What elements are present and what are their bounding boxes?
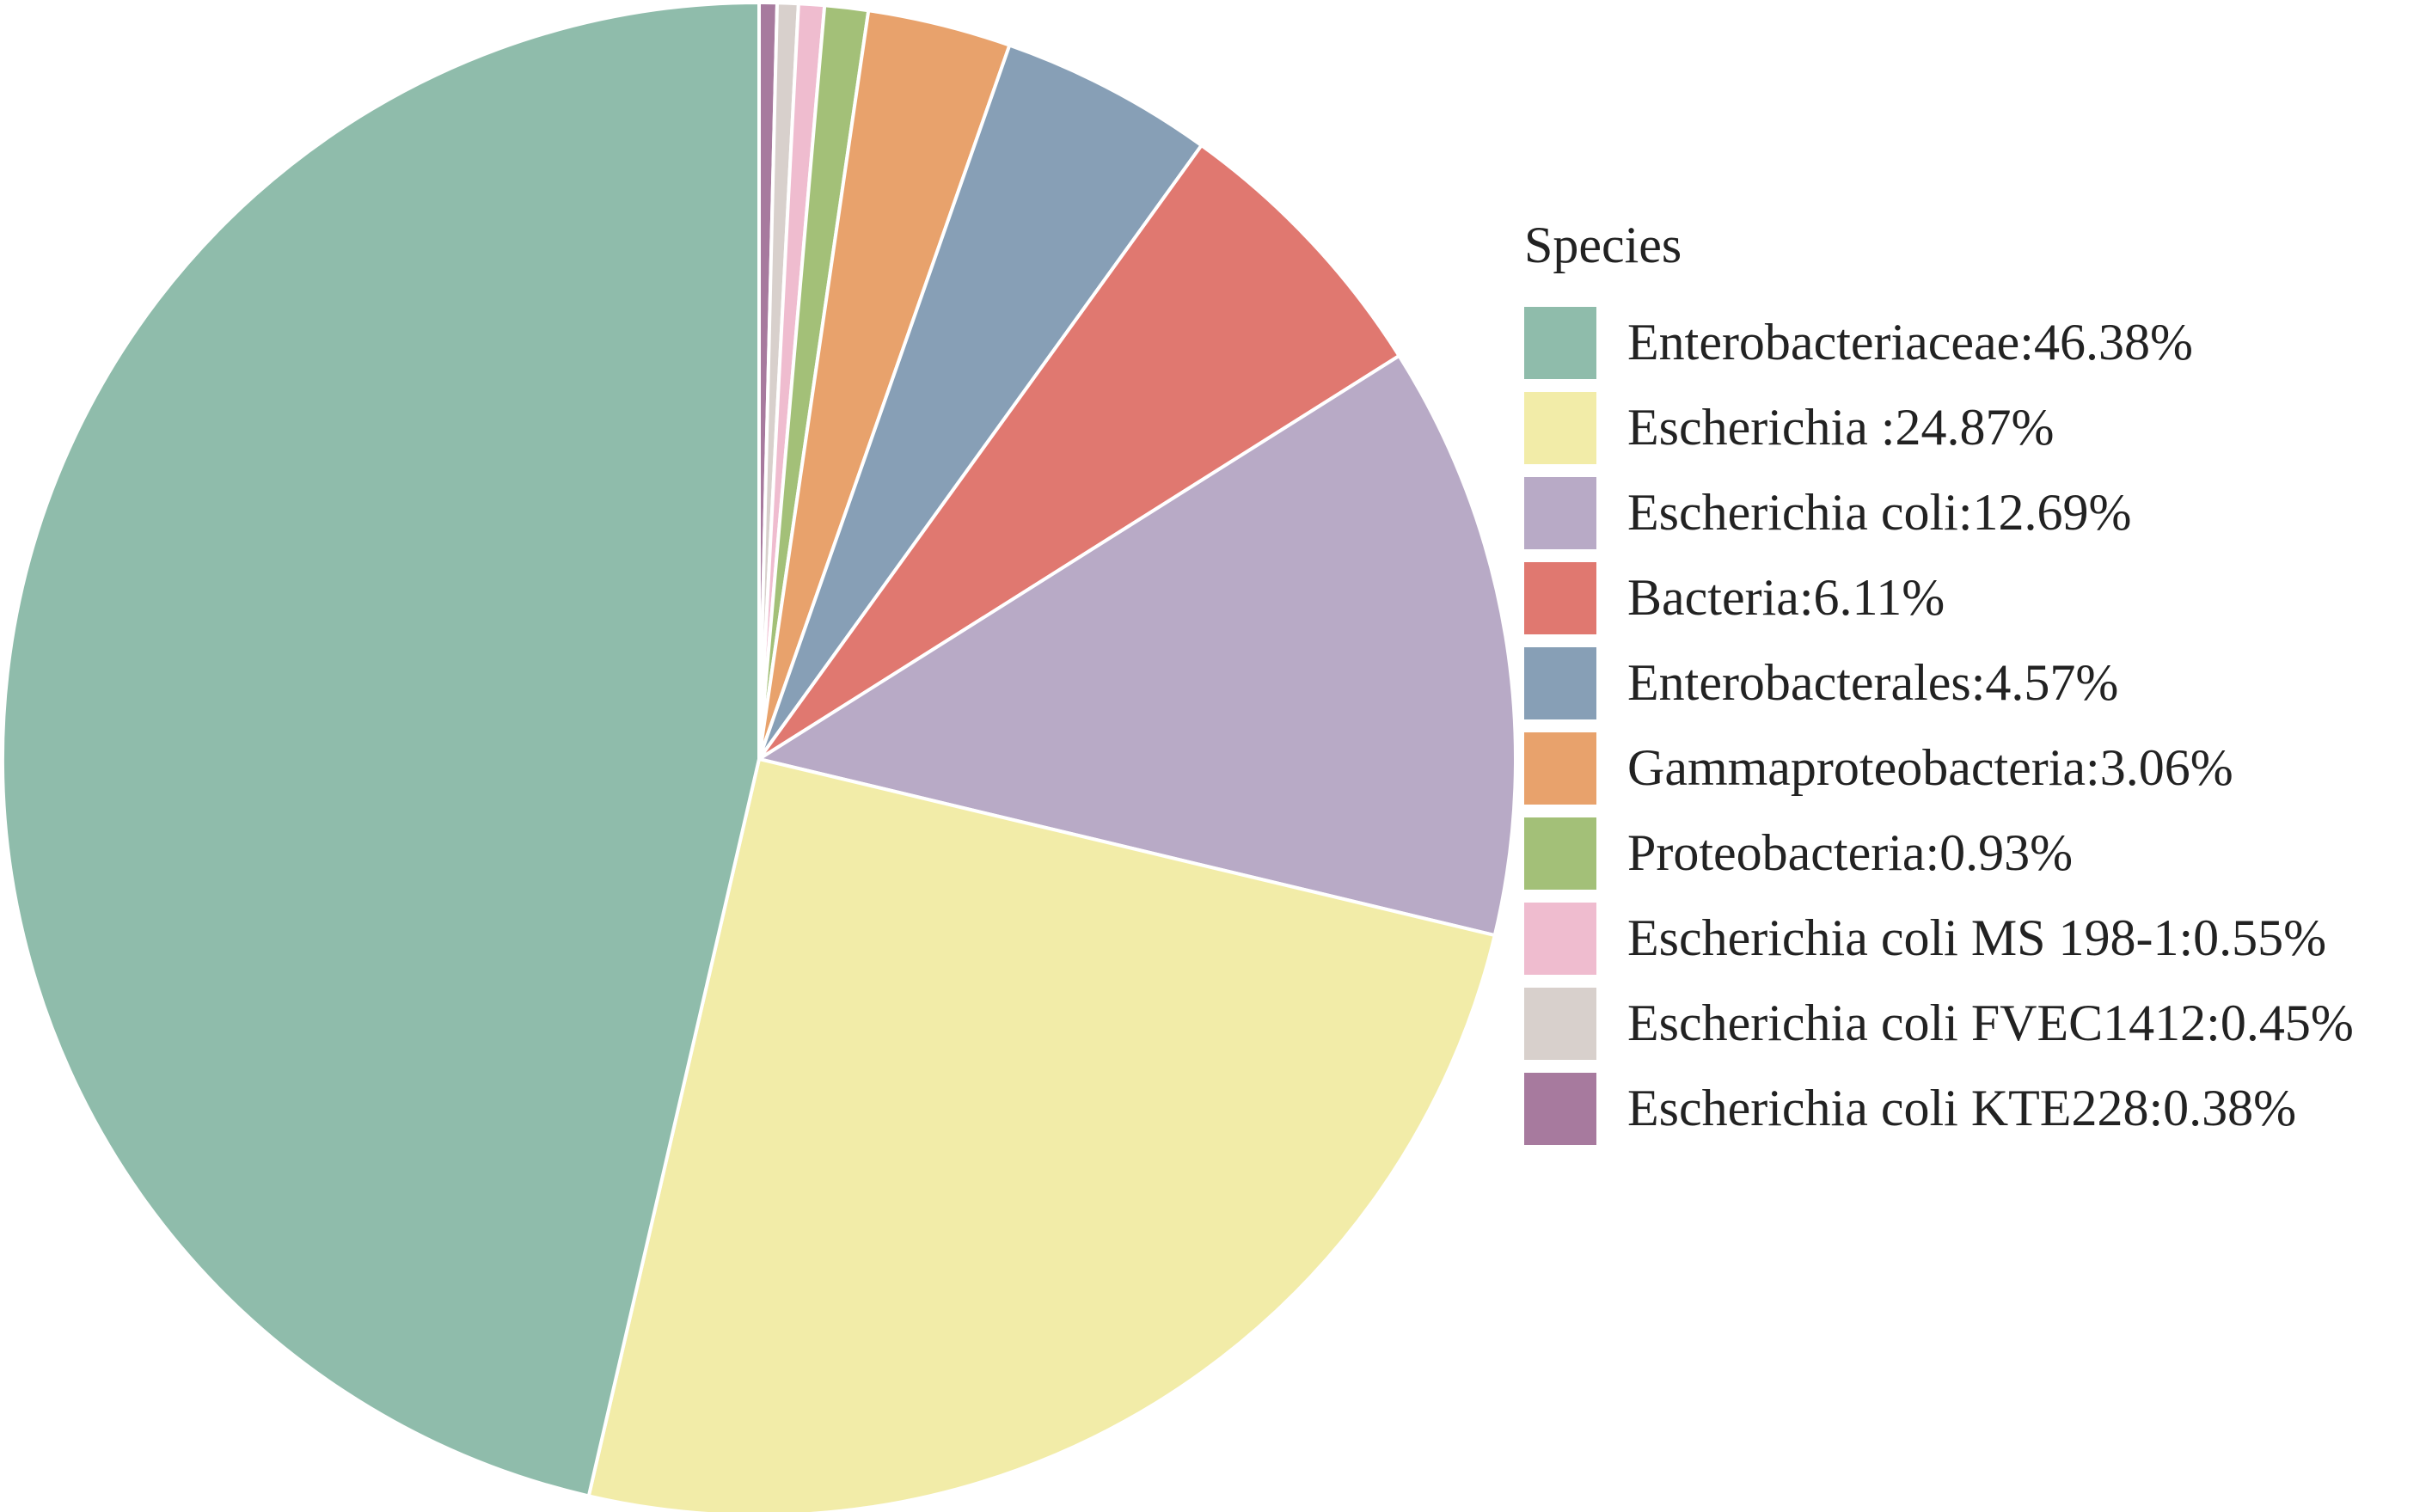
legend-label: Gammaproteobacteria:3.06% <box>1627 739 2233 796</box>
legend-swatch <box>1524 817 1596 890</box>
legend-label: Escherichia :24.87% <box>1627 399 2055 456</box>
legend-label: Escherichia coli:12.69% <box>1627 484 2132 541</box>
legend-item: Escherichia coli KTE228:0.38% <box>1524 1066 2354 1151</box>
legend-item: Proteobacteria:0.93% <box>1524 811 2354 896</box>
legend-item: Enterobacterales:4.57% <box>1524 640 2354 725</box>
legend-swatch <box>1524 1072 1596 1145</box>
legend-label: Enterobacterales:4.57% <box>1627 654 2119 711</box>
legend-item: Escherichia coli MS 198-1:0.55% <box>1524 896 2354 981</box>
legend-swatch <box>1524 902 1596 975</box>
legend-items: Enterobacteriaceae:46.38% Escherichia :24… <box>1524 300 2354 1151</box>
legend-item: Bacteria:6.11% <box>1524 555 2354 640</box>
legend-label: Escherichia coli FVEC1412:0.45% <box>1627 995 2354 1051</box>
pie-slices <box>1 0 1517 1512</box>
legend-label: Escherichia coli KTE228:0.38% <box>1627 1080 2297 1136</box>
pie-slice <box>757 143 1402 761</box>
legend-label: Proteobacteria:0.93% <box>1627 824 2074 881</box>
legend-label: Bacteria:6.11% <box>1627 569 1945 626</box>
legend-swatch <box>1524 561 1596 634</box>
legend-label: Enterobacteriaceae:46.38% <box>1627 314 2193 370</box>
legend-swatch <box>1524 732 1596 805</box>
pie-slice <box>754 353 1517 938</box>
legend-item: Enterobacteriaceae:46.38% <box>1524 300 2354 385</box>
legend-swatch <box>1524 476 1596 549</box>
legend-label: Escherichia coli MS 198-1:0.55% <box>1627 909 2327 966</box>
legend: Species Enterobacteriaceae:46.38% Escheri… <box>1524 215 2354 1151</box>
pie-slice <box>757 43 1204 761</box>
legend-swatch <box>1524 987 1596 1060</box>
pie-slice <box>586 756 1498 1512</box>
legend-swatch <box>1524 646 1596 719</box>
legend-item: Gammaproteobacteria:3.06% <box>1524 725 2354 811</box>
pie-slice <box>1 0 761 1498</box>
legend-swatch <box>1524 306 1596 379</box>
legend-item: Escherichia coli:12.69% <box>1524 470 2354 555</box>
legend-title: Species <box>1524 217 1682 273</box>
legend-item: Escherichia coli FVEC1412:0.45% <box>1524 981 2354 1066</box>
legend-item: Escherichia :24.87% <box>1524 385 2354 470</box>
legend-swatch <box>1524 391 1596 464</box>
